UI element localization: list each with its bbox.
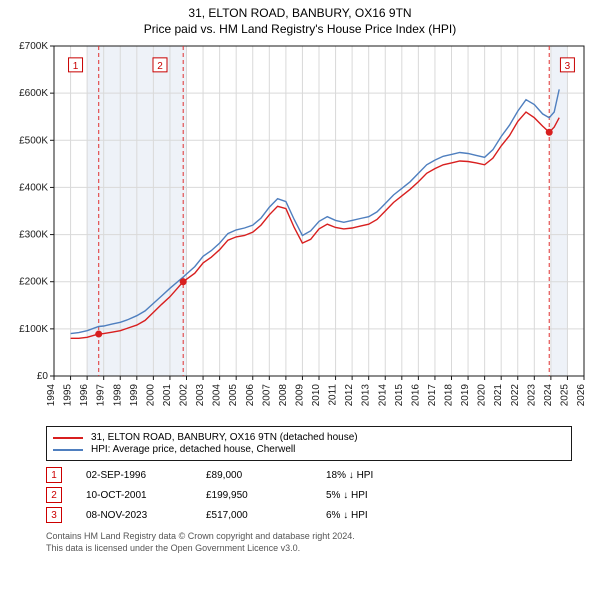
marker-price: £517,000 xyxy=(206,510,326,521)
svg-text:1997: 1997 xyxy=(96,384,107,407)
svg-text:2017: 2017 xyxy=(427,384,438,407)
page-title: 31, ELTON ROAD, BANBURY, OX16 9TN xyxy=(8,6,592,20)
svg-text:2001: 2001 xyxy=(162,384,173,407)
legend-text-property: 31, ELTON ROAD, BANBURY, OX16 9TN (detac… xyxy=(91,432,358,443)
svg-text:2014: 2014 xyxy=(377,384,388,407)
svg-text:2013: 2013 xyxy=(361,384,372,407)
svg-text:2003: 2003 xyxy=(195,384,206,407)
marker-row: 3 08-NOV-2023 £517,000 6% ↓ HPI xyxy=(46,507,572,523)
svg-text:£500K: £500K xyxy=(19,135,48,146)
marker-row: 1 02-SEP-1996 £89,000 18% ↓ HPI xyxy=(46,467,572,483)
marker-badge: 3 xyxy=(46,507,62,523)
svg-text:2026: 2026 xyxy=(576,384,587,407)
svg-text:2025: 2025 xyxy=(559,384,570,407)
svg-text:1: 1 xyxy=(73,61,79,72)
legend-row-hpi: HPI: Average price, detached house, Cher… xyxy=(53,444,565,455)
marker-badge: 1 xyxy=(46,467,62,483)
svg-text:1996: 1996 xyxy=(79,384,90,407)
svg-text:2002: 2002 xyxy=(179,384,190,407)
svg-text:2021: 2021 xyxy=(493,384,504,407)
svg-text:2: 2 xyxy=(157,61,163,72)
svg-text:2016: 2016 xyxy=(410,384,421,407)
marker-badge: 2 xyxy=(46,487,62,503)
legend-swatch-red xyxy=(53,437,83,439)
svg-text:2018: 2018 xyxy=(444,384,455,407)
legend-row-property: 31, ELTON ROAD, BANBURY, OX16 9TN (detac… xyxy=(53,432,565,443)
svg-text:2004: 2004 xyxy=(212,384,223,407)
marker-price: £199,950 xyxy=(206,490,326,501)
svg-text:3: 3 xyxy=(565,61,571,72)
svg-text:2006: 2006 xyxy=(245,384,256,407)
svg-text:2005: 2005 xyxy=(228,384,239,407)
marker-price: £89,000 xyxy=(206,470,326,481)
marker-delta: 6% ↓ HPI xyxy=(326,510,446,521)
svg-text:£600K: £600K xyxy=(19,88,48,99)
svg-text:2012: 2012 xyxy=(344,384,355,407)
svg-text:2010: 2010 xyxy=(311,384,322,407)
page-subtitle: Price paid vs. HM Land Registry's House … xyxy=(8,22,592,36)
legend-text-hpi: HPI: Average price, detached house, Cher… xyxy=(91,444,295,455)
footer: Contains HM Land Registry data © Crown c… xyxy=(46,531,572,554)
footer-line-1: Contains HM Land Registry data © Crown c… xyxy=(46,531,572,543)
svg-text:£0: £0 xyxy=(37,371,49,382)
svg-text:£700K: £700K xyxy=(19,41,48,52)
svg-text:1998: 1998 xyxy=(112,384,123,407)
svg-text:2020: 2020 xyxy=(477,384,488,407)
svg-text:£300K: £300K xyxy=(19,230,48,241)
svg-text:2007: 2007 xyxy=(261,384,272,407)
svg-text:2019: 2019 xyxy=(460,384,471,407)
svg-text:2008: 2008 xyxy=(278,384,289,407)
svg-text:1995: 1995 xyxy=(63,384,74,407)
svg-text:2024: 2024 xyxy=(543,384,554,407)
footer-line-2: This data is licensed under the Open Gov… xyxy=(46,543,572,555)
svg-text:£200K: £200K xyxy=(19,277,48,288)
svg-text:2011: 2011 xyxy=(328,384,339,406)
price-chart: 1994 1995 1996 1997 1998 1999 2000 2001 2002 2003… xyxy=(8,40,592,420)
marker-table: 1 02-SEP-1996 £89,000 18% ↓ HPI 2 10-OCT… xyxy=(46,467,572,523)
svg-text:£100K: £100K xyxy=(19,324,48,335)
svg-text:2015: 2015 xyxy=(394,384,405,407)
svg-text:2022: 2022 xyxy=(510,384,521,407)
marker-date: 10-OCT-2001 xyxy=(86,490,206,501)
legend: 31, ELTON ROAD, BANBURY, OX16 9TN (detac… xyxy=(46,426,572,461)
svg-text:1994: 1994 xyxy=(46,384,57,407)
marker-row: 2 10-OCT-2001 £199,950 5% ↓ HPI xyxy=(46,487,572,503)
svg-text:2000: 2000 xyxy=(145,384,156,407)
svg-text:1999: 1999 xyxy=(129,384,140,407)
svg-text:2009: 2009 xyxy=(294,384,305,407)
svg-text:2023: 2023 xyxy=(526,384,537,407)
marker-delta: 18% ↓ HPI xyxy=(326,470,446,481)
svg-text:£400K: £400K xyxy=(19,182,48,193)
marker-date: 08-NOV-2023 xyxy=(86,510,206,521)
marker-date: 02-SEP-1996 xyxy=(86,470,206,481)
marker-delta: 5% ↓ HPI xyxy=(326,490,446,501)
legend-swatch-blue xyxy=(53,449,83,451)
